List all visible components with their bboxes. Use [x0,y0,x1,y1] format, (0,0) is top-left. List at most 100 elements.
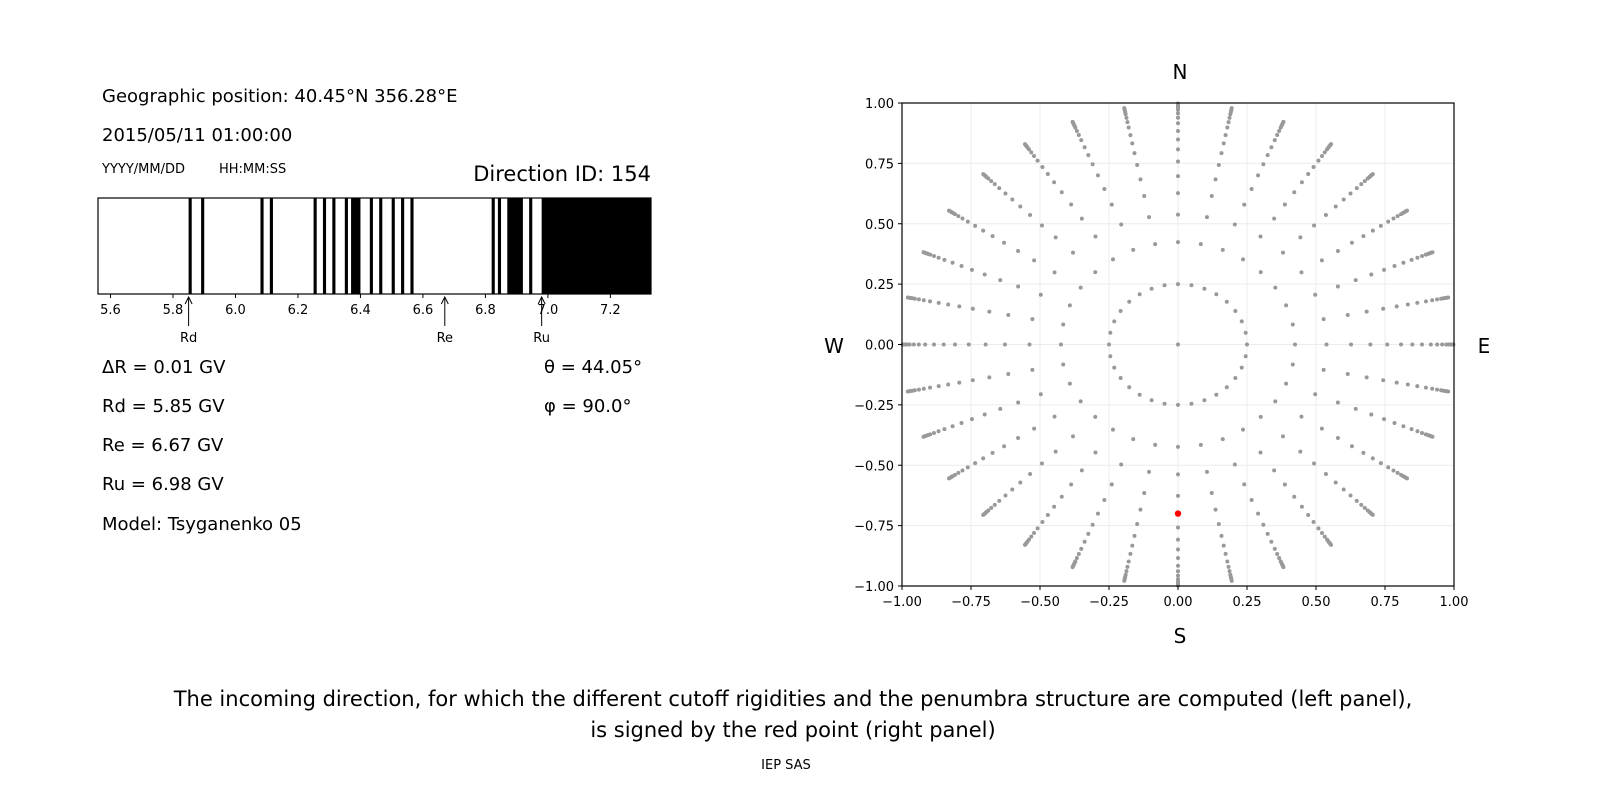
y-tick-label: 0.25 [865,278,894,293]
direction-point [1176,212,1180,217]
direction-point [1430,434,1435,439]
direction-point [1221,141,1226,146]
direction-point [1258,270,1263,275]
marker-label-re: Re [437,331,453,346]
direction-point [1227,115,1232,120]
direction-point [1176,402,1180,407]
forbidden-stripe [391,198,395,294]
direction-point [1118,376,1123,381]
direction-point [1016,248,1021,253]
direction-point [1333,204,1338,209]
direction-point [959,420,964,425]
direction-point [1311,164,1316,169]
direction-point [1153,242,1158,247]
direction-point [1028,471,1033,476]
direction-point [1124,569,1129,574]
direction-point [1292,494,1297,499]
direction-point [1261,162,1266,167]
direction-point [916,342,921,347]
direction-point [1258,414,1263,419]
x-tick-label: 5.8 [163,303,184,318]
direction-point [1002,240,1007,245]
direction-point [1430,298,1435,303]
direction-point [1131,437,1136,442]
direction-point [1333,480,1338,485]
direction-point [1016,400,1021,405]
direction-point [1298,449,1303,454]
direction-point [1176,525,1180,530]
direction-point [1362,505,1367,510]
direction-point [1324,342,1329,347]
direction-point [1282,202,1287,207]
direction-point [931,254,936,259]
forbidden-stripe [322,198,327,294]
direction-point [1335,248,1340,253]
direction-point [1219,533,1224,538]
direction-point [1125,564,1130,569]
direction-point [1435,387,1440,392]
direction-point [1293,342,1298,347]
x-tick-label: −0.25 [1089,595,1129,610]
direction-point [950,424,955,429]
direction-point [1391,468,1396,473]
direction-point [1002,444,1007,449]
direction-point [946,476,951,481]
direction-point [1147,469,1152,474]
direction-point [1299,414,1304,419]
direction-point [921,434,926,439]
arrow-head-icon [184,295,193,305]
direction-point [1108,354,1113,359]
direction-point [1079,546,1084,551]
direction-point [1110,257,1115,262]
direction-point [1216,162,1221,167]
direction-point [1079,216,1084,221]
direction-point [1299,180,1304,185]
direction-point [1381,378,1386,383]
x-tick-label: −0.50 [1020,595,1060,610]
direction-point [1353,278,1358,283]
direction-point [1423,385,1428,390]
direction-point [1122,106,1127,111]
direction-point [1273,399,1278,404]
direction-point [1006,372,1011,377]
direction-point [1070,119,1075,124]
direction-point [1292,190,1297,195]
direction-point [1053,235,1058,240]
direction-point [1245,342,1249,347]
direction-point [921,250,926,255]
direction-point [1069,202,1074,207]
direction-point [1378,461,1383,466]
compass-west: W [824,334,844,358]
direction-point [1348,493,1353,498]
direction-point [1076,552,1081,557]
direction-point [1018,480,1023,485]
direction-point [1329,142,1334,147]
direction-point [1353,406,1358,411]
direction-point [1415,429,1420,434]
direction-point [982,412,987,417]
direction-point [1149,286,1154,291]
direction-point [1392,420,1397,425]
direction-point [1256,511,1261,516]
direction-point [1003,191,1008,196]
direction-point [946,382,951,387]
direction-point [1061,362,1066,367]
direction-point [1153,442,1158,447]
compass-south: S [1174,624,1187,648]
direction-point [942,257,947,262]
x-tick-label: 1.00 [1440,595,1469,610]
direction-point [1226,564,1231,569]
direction-point [1176,159,1180,164]
direction-point [1107,342,1111,347]
direction-point [1093,450,1098,455]
direction-point [1032,153,1037,158]
direction-point [957,380,962,385]
direction-point [1220,247,1225,252]
direction-point [905,295,910,300]
direction-point [1040,164,1045,169]
direction-point [1362,179,1367,184]
phi-value: φ = 90.0° [544,396,631,417]
direction-point [1045,172,1050,177]
direction-point [990,450,995,455]
direction-point [1256,173,1261,178]
